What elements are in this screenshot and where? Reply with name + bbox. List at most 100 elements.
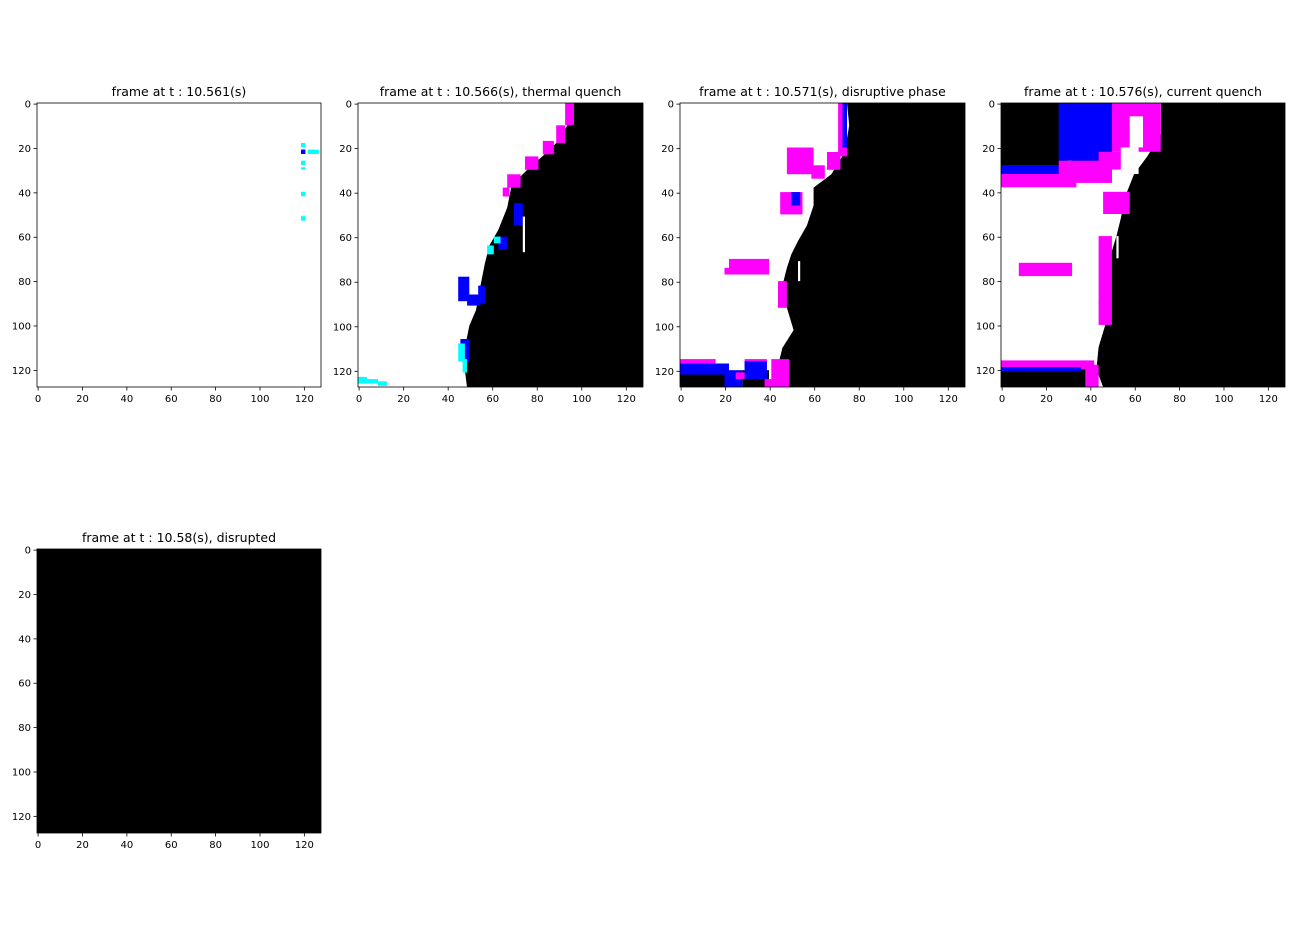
y-tick-label: 0 xyxy=(25,100,31,111)
x-tick-label: 40 xyxy=(120,394,133,405)
x-tick-label: 40 xyxy=(1084,394,1097,405)
x-tick-label: 120 xyxy=(295,394,314,405)
x-tick-label: 100 xyxy=(250,840,269,851)
y-tick-label: 0 xyxy=(989,100,995,111)
x-tick-label: 120 xyxy=(939,394,958,405)
y-tick-label: 80 xyxy=(661,278,674,289)
y-tick-label: 120 xyxy=(976,366,995,377)
x-tick-label: 0 xyxy=(35,394,41,405)
y-tick-label: 20 xyxy=(18,144,31,155)
pixel-cluster-0-4 xyxy=(507,174,521,188)
x-tick-label: 0 xyxy=(356,394,362,405)
pixel-cluster-1-0 xyxy=(301,149,306,154)
y-tick-label: 120 xyxy=(333,367,352,378)
pixel-cluster-1-1 xyxy=(467,294,481,306)
x-tick-label: 120 xyxy=(295,840,314,851)
pixel-cluster-0-7 xyxy=(778,281,787,308)
y-tick-label: 20 xyxy=(339,144,352,155)
frame-image xyxy=(37,103,321,387)
y-tick-label: 100 xyxy=(12,321,31,332)
pixel-cluster-3-2 xyxy=(1116,236,1119,259)
frame-image xyxy=(680,103,965,387)
pixel-cluster-2-6 xyxy=(1098,236,1112,325)
pixel-cluster-3-1 xyxy=(1120,147,1139,174)
y-tick-label: 80 xyxy=(982,277,995,288)
x-tick-label: 20 xyxy=(76,840,89,851)
pixel-cluster-5-1 xyxy=(1085,364,1099,387)
x-tick-label: 0 xyxy=(35,840,41,851)
axes-frame xyxy=(1000,102,1286,388)
pixel-cluster-0-4 xyxy=(301,216,306,221)
pixel-cluster-3-1 xyxy=(366,379,378,384)
x-tick-label: 80 xyxy=(853,394,866,405)
y-tick-label: 80 xyxy=(18,277,31,288)
y-tick-label: 100 xyxy=(333,322,352,333)
y-tick-label: 60 xyxy=(661,233,674,244)
pixel-cluster-0-8 xyxy=(771,359,790,387)
pixel-cluster-0-2 xyxy=(811,165,825,179)
y-tick-label: 60 xyxy=(18,679,31,690)
pixel-cluster-0-1 xyxy=(301,160,306,166)
frame-image xyxy=(37,549,321,833)
pixel-cluster-0-5 xyxy=(502,187,510,197)
frame-background xyxy=(37,103,321,387)
panel-4: frame at t : 10.576(s), current quench 0 2… xyxy=(976,84,1286,405)
y-tick-label: 20 xyxy=(18,590,31,601)
pixel-cluster-1-0 xyxy=(458,276,470,302)
pixel-cluster-0-2 xyxy=(301,167,306,170)
frame-image xyxy=(1001,103,1285,387)
pixel-cluster-3-0 xyxy=(1129,116,1143,148)
y-tick-label: 120 xyxy=(655,367,674,378)
pixel-cluster-2-1 xyxy=(493,236,501,244)
y-tick-label: 100 xyxy=(12,767,31,778)
pixel-cluster-6-0 xyxy=(1001,367,1081,372)
x-tick-label: 80 xyxy=(1173,394,1186,405)
y-tick-label: 100 xyxy=(976,321,995,332)
x-tick-label: 80 xyxy=(209,394,222,405)
x-tick-label: 20 xyxy=(76,394,89,405)
y-tick-label: 40 xyxy=(661,189,674,200)
axes-frame xyxy=(679,102,966,388)
pixel-cluster-1-2 xyxy=(478,285,485,304)
y-tick-label: 120 xyxy=(12,366,31,377)
pixel-cluster-0-5 xyxy=(307,149,319,154)
y-tick-label: 40 xyxy=(339,189,352,200)
x-tick-label: 100 xyxy=(572,394,591,405)
x-tick-label: 0 xyxy=(999,394,1005,405)
pixel-cluster-0-3 xyxy=(301,191,306,197)
x-tick-label: 120 xyxy=(617,394,636,405)
y-tick-label: 20 xyxy=(661,144,674,155)
axes-frame xyxy=(36,548,322,834)
pixel-cluster-3-2 xyxy=(378,381,387,386)
x-tick-label: 60 xyxy=(165,394,178,405)
x-tick-label: 40 xyxy=(764,394,777,405)
x-tick-label: 60 xyxy=(165,840,178,851)
pixel-cluster-2-5 xyxy=(1018,262,1073,277)
y-tick-label: 60 xyxy=(982,233,995,244)
pixel-cluster-4-0 xyxy=(680,363,729,375)
pixel-cluster-0-0 xyxy=(565,103,574,126)
pixel-cluster-2-0 xyxy=(798,261,801,282)
x-tick-label: 60 xyxy=(1129,394,1142,405)
x-tick-label: 100 xyxy=(894,394,913,405)
pixel-cluster-4-0 xyxy=(522,216,525,253)
axes-frame xyxy=(357,102,644,388)
x-tick-label: 60 xyxy=(808,394,821,405)
x-tick-label: 20 xyxy=(1040,394,1053,405)
panel-5: frame at t : 10.58(s), disrupted 0 20 40 60 8… xyxy=(12,530,322,851)
pixel-cluster-0-0 xyxy=(1001,103,1068,170)
dark-region xyxy=(1096,103,1285,387)
pixel-cluster-5-0 xyxy=(1001,360,1095,370)
x-tick-label: 80 xyxy=(209,840,222,851)
dark-region xyxy=(464,103,643,387)
pixel-cluster-1-0 xyxy=(842,103,847,148)
x-tick-label: 0 xyxy=(678,394,684,405)
pixel-cluster-2-0 xyxy=(487,245,494,255)
pixel-cluster-5-1 xyxy=(735,372,745,380)
panel-2: frame at t : 10.566(s), thermal quench 0 2… xyxy=(333,84,644,405)
pixel-cluster-2-3 xyxy=(462,359,468,373)
x-tick-label: 80 xyxy=(531,394,544,405)
y-tick-label: 60 xyxy=(18,233,31,244)
panel-title: frame at t : 10.58(s), disrupted xyxy=(82,530,276,545)
